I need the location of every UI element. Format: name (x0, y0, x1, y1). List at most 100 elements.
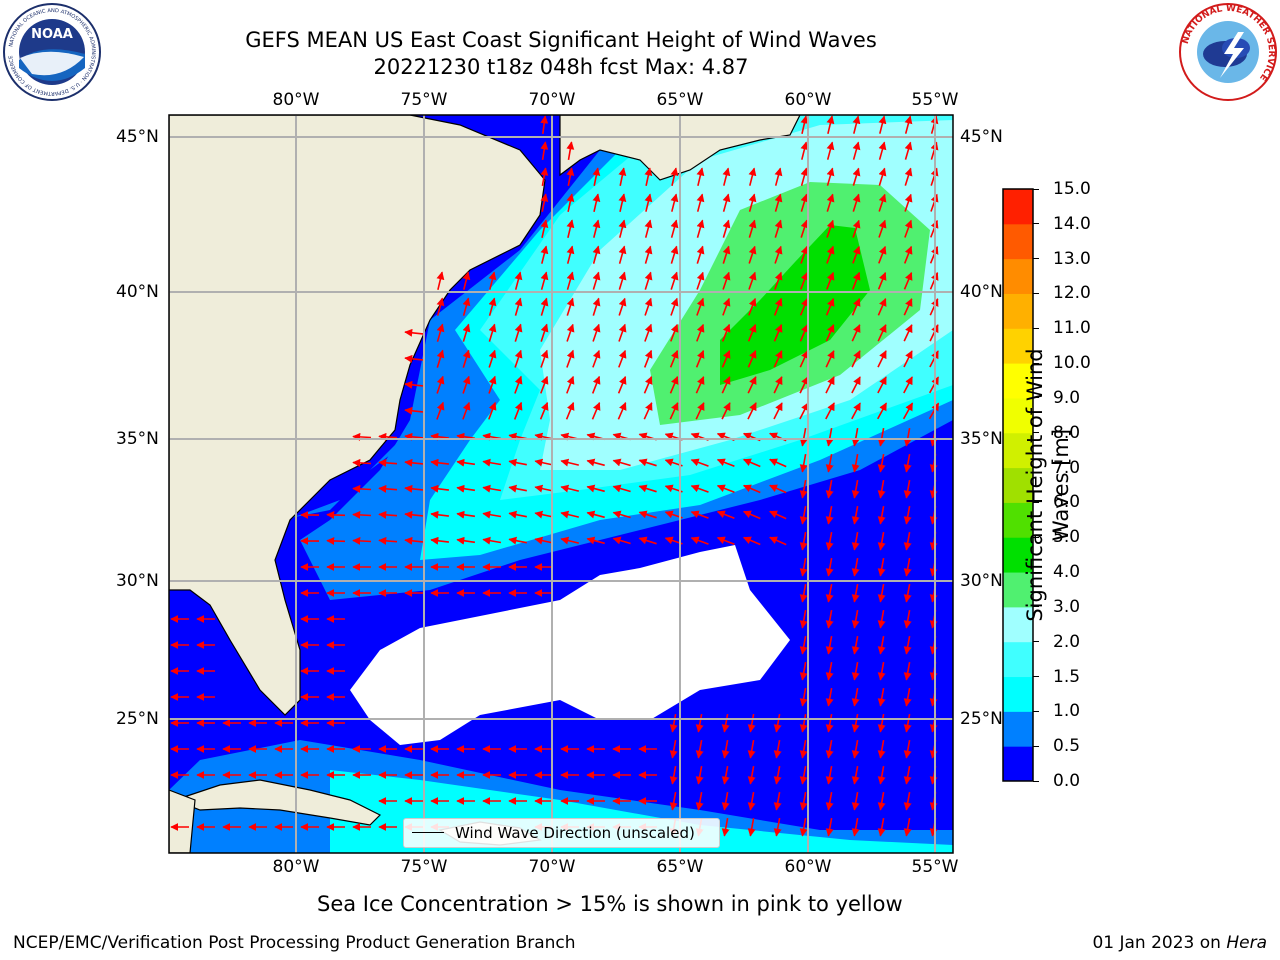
colorbar-tick-label: 15.0 (1053, 179, 1091, 199)
wave-direction-arrow (903, 427, 912, 447)
colorbar-segment (1003, 502, 1033, 538)
wave-direction-arrow (436, 323, 445, 342)
wave-direction-arrow (695, 765, 704, 785)
wave-direction-arrow (695, 713, 704, 733)
wave-direction-arrow (592, 167, 601, 186)
wave-direction-arrow (799, 531, 808, 551)
wave-direction-arrow (404, 484, 424, 493)
wave-direction-arrow (769, 510, 787, 520)
wave-direction-arrow (903, 376, 913, 394)
wave-direction-arrow (430, 510, 449, 519)
wave-direction-arrow (695, 376, 705, 394)
colorbar-segment (1003, 328, 1033, 364)
wave-direction-arrow (618, 323, 627, 342)
wave-direction-arrow (799, 635, 808, 655)
wave-direction-arrow (852, 219, 861, 238)
wave-direction-arrow (851, 427, 860, 447)
colorbar-tick-mark (1033, 571, 1039, 573)
wave-direction-arrow (696, 167, 705, 186)
lon-label-bottom: 70°W (528, 857, 576, 877)
wave-direction-arrow (722, 297, 731, 316)
wave-direction-arrow (851, 324, 861, 342)
wave-direction-arrow (769, 458, 787, 468)
wave-direction-arrow (773, 817, 782, 837)
colorbar-segment (1003, 432, 1033, 469)
wave-direction-arrow (695, 349, 705, 368)
colorbar-tick-mark (1033, 258, 1039, 260)
wave-direction-arrow (773, 350, 783, 368)
wave-direction-arrow (722, 167, 731, 186)
wave-direction-arrow (482, 536, 502, 545)
wave-direction-arrow (825, 297, 835, 316)
wave-direction-arrow (404, 380, 424, 389)
wave-direction-arrow (799, 739, 808, 759)
wave-direction-arrow (773, 297, 783, 316)
us-landmass (169, 115, 546, 716)
wave-direction-arrow (617, 375, 627, 394)
wave-direction-arrow (877, 791, 886, 811)
wave-direction-arrow (462, 297, 471, 316)
wave-direction-arrow (696, 297, 705, 316)
wave-direction-arrow (851, 557, 860, 577)
colorbar-tick-label: 3.0 (1053, 596, 1081, 617)
wave-direction-arrow (799, 402, 809, 420)
wave-direction-arrow (716, 536, 735, 546)
wave-direction-arrow (825, 557, 834, 577)
wave-direction-arrow (540, 245, 549, 264)
wave-direction-arrow (617, 401, 627, 420)
wave-direction-arrow (404, 406, 424, 415)
chart-title: GEFS MEAN US East Coast Significant Heig… (245, 28, 877, 52)
wave-direction-arrow (774, 193, 783, 212)
wave-direction-arrow (799, 453, 808, 473)
wave-direction-arrow (799, 791, 808, 811)
wave-direction-arrow (747, 791, 756, 811)
wave-direction-arrow (690, 458, 709, 467)
wave-direction-arrow (695, 739, 704, 759)
wave-direction-arrow (851, 661, 860, 681)
wave-direction-arrow (669, 791, 678, 811)
wave-direction-arrow (799, 505, 808, 525)
wave-direction-arrow (618, 245, 627, 264)
wave-direction-arrow (851, 297, 861, 316)
wave-direction-arrow (514, 271, 523, 290)
wave-direction-arrow (592, 349, 601, 368)
wave-direction-arrow (482, 510, 502, 519)
legend-line-swatch (412, 832, 444, 833)
wave-direction-arrow (690, 536, 709, 545)
wave-direction-arrow (430, 536, 449, 545)
colorbar-tick-mark (1033, 362, 1039, 364)
lat-label-left: 40°N (116, 282, 159, 302)
wave-direction-arrow (851, 609, 860, 629)
noaa-logo-text: NOAA (31, 27, 73, 42)
wave-direction-arrow (826, 193, 835, 212)
wave-direction-arrow (488, 271, 497, 290)
wave-direction-arrow (436, 349, 445, 368)
wave-direction-arrow (540, 115, 549, 135)
wave-direction-arrow (722, 219, 731, 238)
wave-direction-arrow (560, 536, 579, 545)
wave-direction-arrow (825, 427, 834, 447)
legend-label: Wind Wave Direction (unscaled) (455, 824, 695, 842)
wave-direction-arrow (851, 531, 860, 551)
wave-direction-arrow (566, 297, 575, 316)
wave-direction-arrow (851, 687, 860, 707)
sea-ice-note: Sea Ice Concentration > 15% is shown in … (317, 892, 903, 916)
wave-direction-arrow (825, 713, 834, 733)
footer-date: 01 Jan 2023 on Hera (1092, 933, 1267, 953)
wave-direction-arrow (903, 765, 912, 785)
wave-direction-arrow (352, 432, 372, 441)
wave-direction-arrow (488, 401, 497, 420)
colorbar-tick-label: 5.0 (1053, 527, 1081, 548)
wave-direction-arrow (721, 323, 731, 342)
wave-direction-arrow (877, 765, 886, 785)
map-legend: Wind Wave Direction (unscaled) (403, 818, 720, 848)
wave-direction-arrow (462, 375, 471, 394)
wave-direction-arrow (638, 510, 657, 519)
wave-direction-arrow (799, 609, 808, 629)
lat-label-left: 45°N (116, 127, 159, 147)
wave-direction-arrow (456, 536, 476, 545)
wave-direction-arrow (618, 193, 627, 212)
wave-direction-arrow (436, 297, 445, 316)
wave-direction-arrow (904, 193, 913, 212)
